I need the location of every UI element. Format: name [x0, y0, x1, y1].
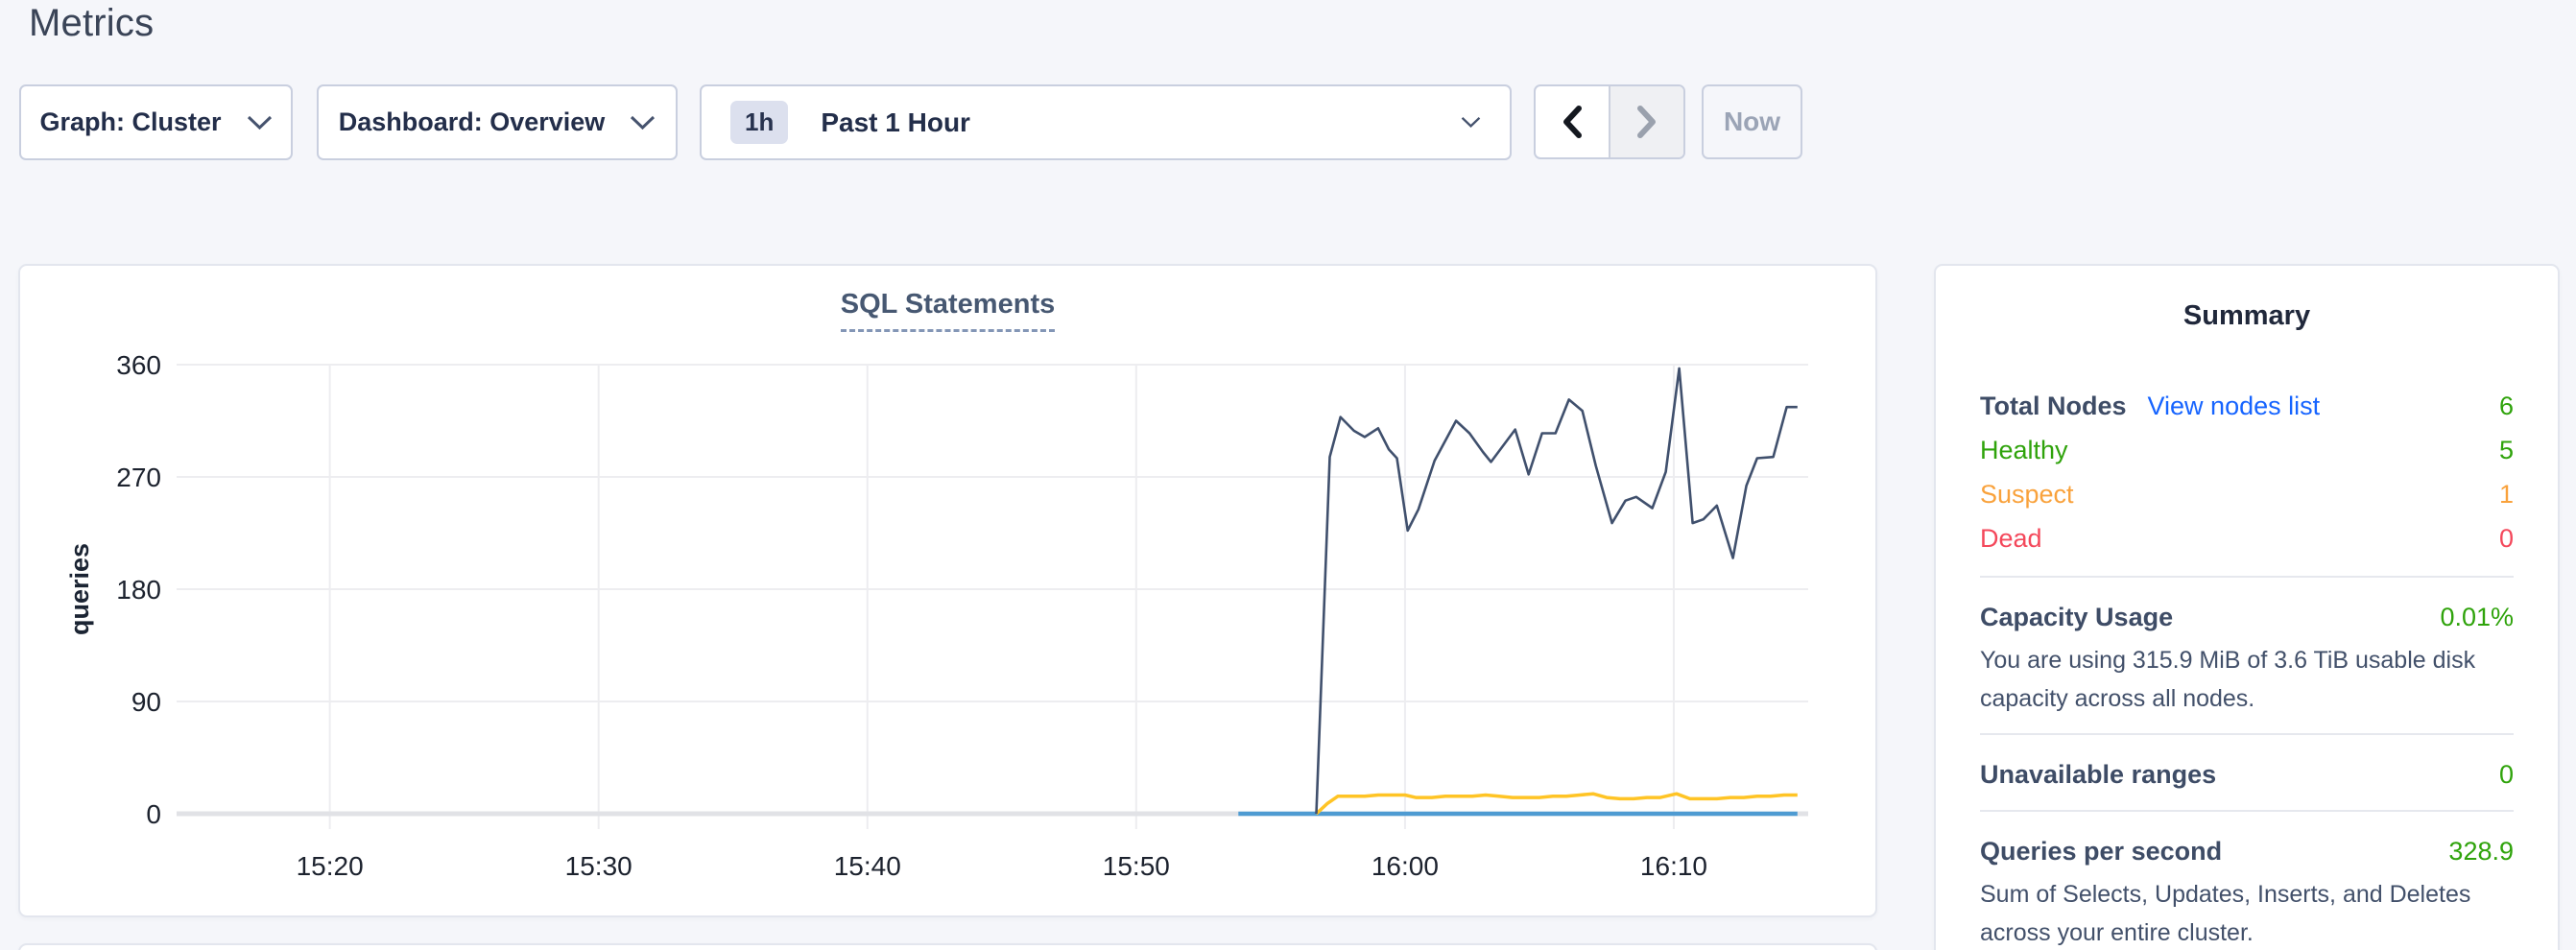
dashboard-dropdown-label: Dashboard: Overview	[338, 107, 606, 136]
sql-statements-chart[interactable]: 0 90 180 270 360 15:20 15:30 15:40 15:50 16:00 16:…	[20, 266, 1879, 919]
healthy-nodes-row: Healthy 5	[1980, 428, 2514, 472]
y-tick-label: 270	[116, 463, 161, 492]
capacity-usage-label: Capacity Usage	[1980, 603, 2174, 631]
next-time-window-button[interactable]	[1609, 86, 1683, 157]
unavailable-ranges-row: Unavailable ranges 0	[1980, 754, 2514, 795]
x-tick-label: 16:10	[1640, 851, 1707, 881]
capacity-usage-description: You are using 315.9 MiB of 3.6 TiB usabl…	[1980, 647, 2476, 712]
x-tick-label: 15:40	[834, 851, 901, 881]
x-tick-label: 15:30	[565, 851, 632, 881]
time-range-badge: 1h	[730, 101, 789, 144]
total-nodes-row: Total Nodes View nodes list 6	[1980, 384, 2514, 428]
y-tick-label: 180	[116, 575, 161, 605]
unavailable-ranges-label: Unavailable ranges	[1980, 760, 2217, 789]
time-range-selector[interactable]: 1h Past 1 Hour	[700, 84, 1512, 160]
chevron-right-icon	[1637, 106, 1656, 138]
queries-per-second-description: Sum of Selects, Updates, Inserts, and De…	[1980, 881, 2471, 946]
chart-line-navy	[1315, 367, 1798, 815]
healthy-label: Healthy	[1980, 436, 2068, 464]
page-title: Metrics	[29, 2, 155, 44]
graph-dropdown-label: Graph: Cluster	[39, 107, 222, 136]
x-tick-label: 15:50	[1103, 851, 1170, 881]
time-window-nav	[1534, 84, 1685, 159]
now-button-label: Now	[1723, 107, 1781, 136]
dead-nodes-row: Dead 0	[1980, 516, 2514, 560]
summary-title: Summary	[2182, 300, 2311, 331]
summary-panel: Summary Total Nodes View nodes list 6 He…	[1934, 264, 2560, 950]
chart-title[interactable]: SQL Statements	[840, 289, 1056, 332]
total-nodes-value: 6	[2498, 392, 2514, 420]
capacity-usage-value: 0.01%	[2440, 603, 2514, 631]
chevron-left-icon	[1563, 106, 1582, 138]
x-tick-label: 15:20	[297, 851, 364, 881]
dead-value: 0	[2498, 524, 2514, 553]
healthy-value: 5	[2498, 436, 2514, 464]
unavailable-ranges-value: 0	[2498, 760, 2514, 789]
next-chart-card	[18, 943, 1877, 950]
chart-line-yellow	[1315, 792, 1798, 816]
graph-dropdown[interactable]: Graph: Cluster	[19, 84, 293, 160]
y-tick-label: 0	[146, 799, 161, 829]
queries-per-second-label: Queries per second	[1980, 837, 2223, 866]
queries-per-second-row: Queries per second 328.9	[1980, 831, 2514, 871]
queries-per-second-value: 328.9	[2448, 837, 2514, 866]
y-tick-label: 360	[116, 350, 161, 380]
view-nodes-list-link[interactable]: View nodes list	[2147, 392, 2321, 420]
time-range-label: Past 1 Hour	[821, 107, 970, 137]
y-axis-label: queries	[65, 543, 94, 635]
total-nodes-label: Total Nodes	[1980, 392, 2127, 420]
y-tick-label: 90	[131, 687, 161, 717]
now-button[interactable]: Now	[1702, 84, 1802, 159]
divider	[1980, 810, 2514, 812]
sql-statements-chart-card: 0 90 180 270 360 15:20 15:30 15:40 15:50 16:00 16:…	[18, 264, 1877, 917]
divider	[1980, 576, 2514, 578]
suspect-nodes-row: Suspect 1	[1980, 472, 2514, 516]
divider	[1980, 733, 2514, 735]
dashboard-dropdown[interactable]: Dashboard: Overview	[317, 84, 678, 160]
capacity-usage-row: Capacity Usage 0.01%	[1980, 597, 2514, 637]
suspect-label: Suspect	[1980, 480, 2074, 509]
x-tick-label: 16:00	[1371, 851, 1439, 881]
prev-time-window-button[interactable]	[1536, 86, 1609, 157]
dead-label: Dead	[1980, 524, 2042, 553]
chevron-down-icon	[631, 115, 656, 130]
chevron-down-icon	[1461, 116, 1481, 129]
chevron-down-icon	[247, 115, 272, 130]
suspect-value: 1	[2498, 480, 2514, 509]
